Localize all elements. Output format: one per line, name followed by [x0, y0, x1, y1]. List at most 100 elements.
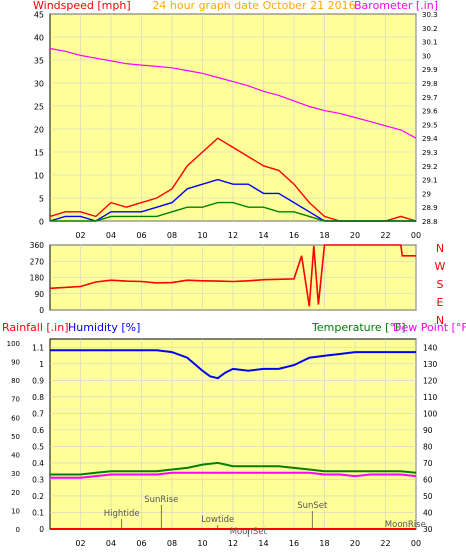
barometer-ytick-label: 30.2 [422, 25, 438, 33]
direction-ytick-label: 90 [34, 290, 44, 299]
temp-series-dew-point-f- [50, 471, 417, 479]
humidity-ytick-label: 40 [11, 452, 20, 460]
barometer-ytick-label: 28.8 [422, 218, 438, 226]
temp-xtick-label: 02 [75, 539, 85, 548]
barometer-ytick-label: 29.8 [422, 80, 438, 88]
temperature-ytick-label: 70 [423, 459, 433, 468]
temp-xtick-label: 08 [167, 539, 177, 548]
wind-xtick-label: 06 [136, 231, 146, 240]
barometer-ytick-label: 29.6 [422, 108, 438, 116]
temp-xtick-label: 00 [411, 539, 421, 548]
rainfall-label: Rainfall [.in] [2, 321, 69, 334]
grid-lines [50, 13, 417, 530]
rainfall-ytick-label: 0.2 [32, 492, 44, 501]
windspeed-header: Windspeed [mph] [33, 0, 131, 12]
wind-series-barometer-in- [49, 47, 417, 139]
wind-ytick-label: 5 [39, 195, 44, 204]
temperature-ytick-label: 30 [423, 525, 433, 534]
wind-ytick-label: 20 [34, 126, 44, 135]
temp-xtick-label: 16 [289, 539, 299, 548]
direction-ytick-label: 270 [30, 257, 45, 266]
barometer-ytick-label: 30.3 [422, 11, 438, 19]
humidity-ytick-label: 100 [7, 340, 20, 348]
temp-xtick-label: 06 [136, 539, 146, 548]
humidity-ytick-label: 90 [11, 358, 20, 366]
temperature-ytick-label: 100 [423, 409, 438, 418]
direction-ytick-label: 0 [39, 306, 44, 315]
temp-xtick-label: 04 [106, 539, 116, 548]
wind-ytick-label: 30 [34, 80, 44, 89]
temperature-ytick-label: 120 [423, 376, 438, 385]
temp-series-humidity- [50, 349, 416, 380]
wind-xtick-label: 10 [197, 231, 207, 240]
wind-xtick-label: 14 [258, 231, 268, 240]
humidity-ytick-label: 80 [11, 377, 20, 385]
wind-xtick-label: 22 [380, 231, 390, 240]
rainfall-ytick-label: 0.5 [32, 442, 44, 451]
rainfall-ytick-label: 0.3 [32, 475, 44, 484]
compass-label: W [435, 260, 446, 273]
temperature-label: Temperature [°F] [311, 321, 406, 334]
barometer-ytick-label: 30 [422, 52, 431, 60]
humidity-ytick-label: 20 [11, 489, 20, 497]
temp-xtick-label: 20 [350, 539, 360, 548]
annotation-label: MoonRise [385, 520, 426, 530]
annotation-label: SunSet [297, 501, 328, 511]
wind-ytick-label: 25 [34, 103, 44, 112]
compass-label: E [437, 296, 444, 309]
barometer-ytick-label: 29.2 [422, 163, 438, 171]
date-header: 24 hour graph date October 21 2016 [152, 0, 355, 12]
series-lines [49, 47, 417, 530]
barometer-ytick-label: 29.4 [422, 135, 438, 143]
temperature-ytick-label: 130 [423, 360, 438, 369]
temp-xtick-label: 14 [258, 539, 268, 548]
wind-ytick-label: 45 [34, 11, 44, 20]
compass-label: N [436, 242, 444, 255]
barometer-header: Barometer [.in] [354, 0, 438, 12]
rainfall-ytick-label: 0.9 [32, 376, 44, 385]
compass-label: S [437, 278, 444, 291]
wind-xtick-label: 20 [350, 231, 360, 240]
wind-xtick-label: 08 [167, 231, 177, 240]
axis-ticks: 05101520253035404528.828.92929.129.229.3… [7, 11, 446, 549]
barometer-ytick-label: 29.9 [422, 66, 438, 74]
compass-label: N [436, 314, 444, 327]
rainfall-ytick-label: 0.7 [32, 409, 44, 418]
humidity-ytick-label: 60 [11, 414, 20, 422]
dewpoint-label: Dew Point [°F] [393, 321, 466, 334]
rainfall-ytick-label: 0 [39, 525, 44, 534]
annotation-label: MoonSet [230, 527, 268, 537]
temp-xtick-label: 10 [197, 539, 207, 548]
temperature-ytick-label: 140 [423, 343, 438, 352]
direction-series [49, 244, 416, 307]
wind-xtick-label: 00 [411, 231, 421, 240]
direction-ytick-label: 360 [30, 241, 45, 250]
temperature-ytick-label: 90 [423, 426, 433, 435]
temperature-ytick-label: 50 [423, 492, 433, 501]
temperature-ytick-label: 80 [423, 442, 433, 451]
barometer-ytick-label: 29.5 [422, 121, 438, 129]
temperature-ytick-label: 40 [423, 508, 433, 517]
wind-ytick-label: 35 [34, 57, 44, 66]
barometer-ytick-label: 29.7 [422, 94, 438, 102]
annotation-label: Hightide [104, 509, 140, 519]
wind-ytick-label: 40 [34, 34, 44, 43]
barometer-ytick-label: 29.1 [422, 177, 438, 185]
annotation-label: Lowtide [201, 515, 234, 525]
annotation-label: SunRise [144, 495, 178, 505]
rainfall-ytick-label: 0.1 [32, 508, 44, 517]
wind-ytick-label: 10 [34, 172, 44, 181]
rainfall-ytick-label: 0.4 [32, 459, 44, 468]
barometer-ytick-label: 29.3 [422, 149, 438, 157]
temperature-ytick-label: 110 [423, 393, 438, 402]
barometer-ytick-label: 30.1 [422, 39, 438, 47]
wind-xtick-label: 12 [228, 231, 238, 240]
humidity-ytick-label: 0 [16, 526, 20, 534]
wind-series-speed [50, 201, 416, 222]
humidity-label: Humidity [%] [68, 321, 140, 334]
temp-xtick-label: 12 [228, 539, 238, 548]
wind-xtick-label: 02 [75, 231, 85, 240]
humidity-ytick-label: 50 [11, 433, 20, 441]
rainfall-ytick-label: 1.1 [32, 343, 44, 352]
